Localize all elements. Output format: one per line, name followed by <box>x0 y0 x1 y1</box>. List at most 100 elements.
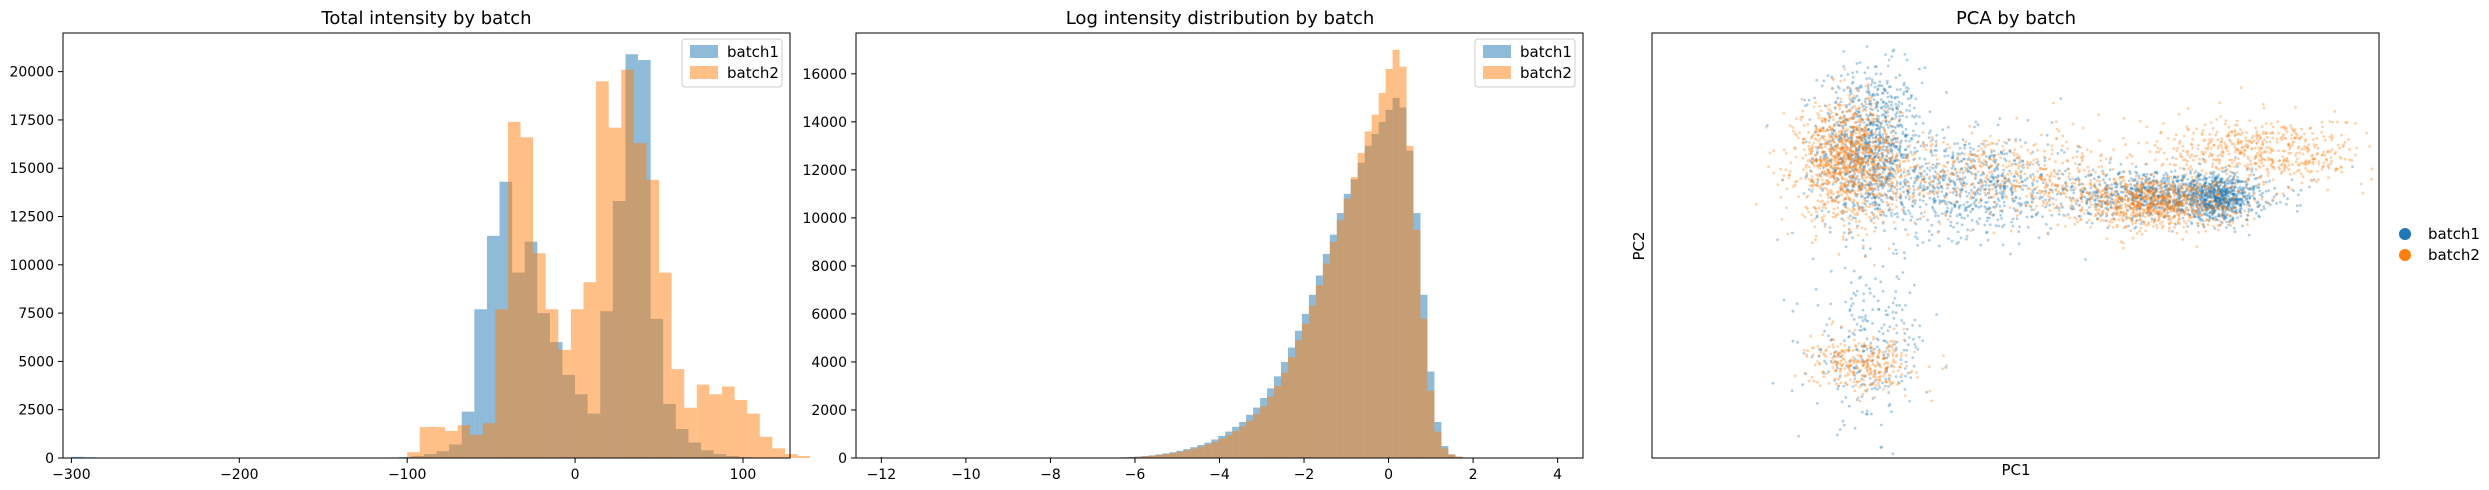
scatter-point-batch2 <box>2026 148 2030 152</box>
scatter-point-batch1 <box>1868 156 1872 159</box>
scatter-point-batch1 <box>1918 335 1921 339</box>
scatter-point-batch2 <box>1817 114 1821 117</box>
y-tick-label: 10000 <box>802 211 847 227</box>
scatter-point-batch1 <box>1881 160 1885 164</box>
scatter-point-batch1 <box>1811 157 1814 161</box>
scatter-point-batch1 <box>1854 151 1858 155</box>
scatter-point-batch1 <box>2097 175 2101 179</box>
scatter-point-batch1 <box>1912 115 1916 119</box>
scatter-point-batch2 <box>1828 115 1832 119</box>
scatter-point-batch2 <box>1882 108 1886 112</box>
scatter-point-batch1 <box>1886 329 1890 332</box>
scatter-point-batch2 <box>1882 139 1886 143</box>
histogram-bar-batch2 <box>633 143 647 459</box>
scatter-point-batch2 <box>1876 208 1880 212</box>
scatter-point-batch1 <box>1861 169 1865 173</box>
scatter-point-batch1 <box>1947 237 1950 241</box>
scatter-point-batch1 <box>1875 145 1879 149</box>
scatter-point-batch2 <box>1888 171 1892 175</box>
scatter-point-batch1 <box>1951 156 1955 160</box>
scatter-point-batch1 <box>2038 197 2041 201</box>
scatter-point-batch1 <box>1869 120 1872 124</box>
scatter-point-batch1 <box>1868 180 1872 184</box>
scatter-point-batch1 <box>1857 115 1861 118</box>
scatter-point-batch2 <box>1782 174 1786 178</box>
scatter-point-batch1 <box>1864 154 1867 157</box>
scatter-point-batch2 <box>1920 178 1924 181</box>
scatter-point-batch2 <box>1815 157 1818 161</box>
scatter-point-batch1 <box>1859 325 1863 328</box>
scatter-point-batch1 <box>1913 201 1917 205</box>
scatter-point-batch2 <box>1930 136 1934 139</box>
histogram-bar-batch2 <box>797 456 811 458</box>
scatter-point-batch2 <box>1840 177 1844 181</box>
scatter-point-batch2 <box>1828 157 1832 161</box>
scatter-point-batch1 <box>1888 156 1892 160</box>
scatter-point-batch2 <box>1848 166 1852 169</box>
scatter-point-batch2 <box>1876 177 1880 181</box>
histogram-bar-batch2 <box>747 413 760 458</box>
legend-swatch-batch2 <box>1483 66 1511 79</box>
scatter-point-batch2 <box>1833 174 1836 178</box>
scatter-point-batch2 <box>1823 117 1826 121</box>
scatter-point-batch1 <box>1961 171 1965 175</box>
scatter-point-batch1 <box>1848 87 1852 91</box>
scatter-point-batch2 <box>1854 107 1858 111</box>
scatter-point-batch2 <box>1887 157 1891 160</box>
scatter-point-batch1 <box>1901 153 1905 157</box>
scatter-point-batch1 <box>1953 142 1957 146</box>
scatter-point-batch1 <box>1903 134 1907 138</box>
scatter-point-batch1 <box>1872 194 1875 198</box>
scatter-point-batch2 <box>1854 220 1858 224</box>
scatter-point-batch1 <box>2044 223 2048 226</box>
scatter-point-batch2 <box>1834 196 1838 200</box>
scatter-point-batch2 <box>1862 202 1865 205</box>
scatter-point-batch1 <box>1858 329 1861 332</box>
scatter-point-batch1 <box>1893 96 1897 100</box>
scatter-point-batch1 <box>1929 151 1933 155</box>
scatter-point-batch2 <box>1894 157 1898 161</box>
histogram-bar-batch2 <box>1162 454 1170 458</box>
scatter-point-batch1 <box>1835 196 1838 199</box>
scatter-point-batch2 <box>1889 118 1893 122</box>
scatter-point-batch1 <box>1913 170 1916 174</box>
scatter-point-batch1 <box>1913 343 1917 346</box>
scatter-point-batch2 <box>1875 215 1878 218</box>
scatter-point-batch2 <box>2060 172 2063 175</box>
scatter-point-batch1 <box>1935 133 1939 137</box>
scatter-point-batch2 <box>1879 172 1883 176</box>
scatter-point-batch1 <box>1927 239 1931 242</box>
scatter-point-batch1 <box>2233 230 2237 234</box>
scatter-point-batch2 <box>1795 179 1799 183</box>
scatter-point-batch2 <box>1869 167 1872 170</box>
scatter-point-batch1 <box>1887 136 1891 139</box>
scatter-point-batch1 <box>1850 153 1854 157</box>
scatter-point-batch2 <box>1886 114 1890 118</box>
scatter-point-batch2 <box>1814 101 1817 104</box>
scatter-point-batch2 <box>2067 172 2071 176</box>
scatter-point-batch1 <box>2171 230 2175 233</box>
scatter-point-batch2 <box>1850 135 1854 139</box>
scatter-point-batch1 <box>1905 108 1908 112</box>
scatter-point-batch1 <box>1900 319 1904 322</box>
scatter-point-batch1 <box>1896 215 1900 219</box>
histogram-bar-batch2 <box>1183 450 1191 458</box>
scatter-point-batch1 <box>1843 135 1847 139</box>
scatter-point-batch1 <box>1847 157 1850 160</box>
scatter-point-batch1 <box>1909 150 1913 154</box>
scatter-point-batch2 <box>1850 126 1854 129</box>
scatter-point-batch1 <box>1829 143 1833 147</box>
scatter-point-batch1 <box>1908 104 1912 107</box>
scatter-point-batch1 <box>1887 135 1890 139</box>
histogram-bar-batch2 <box>659 272 672 458</box>
scatter-point-batch1 <box>1883 89 1887 92</box>
scatter-point-batch2 <box>1826 200 1830 204</box>
scatter-point-batch2 <box>1897 119 1901 122</box>
scatter-point-batch1 <box>1855 289 1859 293</box>
scatter-point-batch1 <box>1905 89 1909 93</box>
scatter-point-batch2 <box>1853 111 1857 115</box>
scatter-point-batch1 <box>1874 136 1878 139</box>
scatter-point-batch1 <box>1949 201 1953 205</box>
scatter-point-batch1 <box>1850 125 1854 129</box>
scatter-point-batch1 <box>1863 155 1867 159</box>
